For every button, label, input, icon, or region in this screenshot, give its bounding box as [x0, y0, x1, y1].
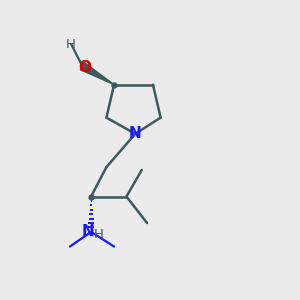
- Text: N: N: [129, 126, 142, 141]
- Text: N: N: [81, 224, 94, 239]
- Text: H: H: [94, 228, 103, 241]
- Polygon shape: [80, 62, 114, 85]
- Text: O: O: [78, 60, 91, 75]
- Text: H: H: [66, 38, 76, 50]
